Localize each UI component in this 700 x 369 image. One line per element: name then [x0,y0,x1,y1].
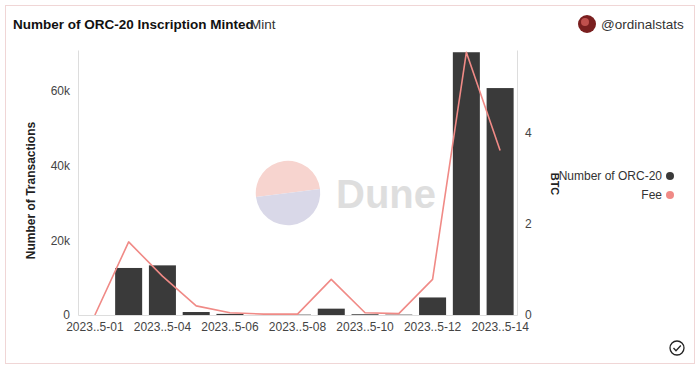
bar [419,297,446,315]
x-tick-label: 2023..5-04 [134,320,192,334]
title: Number of ORC-20 Inscription Minted [13,17,254,32]
bar [115,268,142,315]
chart: Number of ORC-20 Inscription MintedMint @… [0,0,700,369]
line [95,52,500,315]
y2-tick-label: 2 [525,217,532,231]
y-tick-label: 40k [51,159,71,173]
check-icon [670,341,684,355]
x-tick: 2023..5-14 [471,315,529,334]
bar [216,314,243,315]
plot-area [95,52,514,315]
bar [352,314,379,315]
y-tick: 60k [51,84,78,98]
y-axis: 020k40k60k [51,51,79,323]
bar [453,52,480,315]
bar [149,265,176,315]
legend: Number of ORC-20 Fee [559,169,674,202]
x-tick: 2023..5-08 [269,315,327,334]
bar [183,312,210,315]
legend-label: Number of ORC-20 [559,169,663,183]
x-tick: 2023..5-10 [336,315,394,334]
y-tick-label: 20k [51,234,71,248]
bar [318,309,345,315]
y2-tick: 4 [517,126,532,140]
watermark-bottom [256,189,320,225]
check-circle [670,341,684,355]
subtitle: Mint [250,17,276,32]
avatar [578,15,596,33]
legend-swatch [666,172,674,180]
legend-label: Fee [641,188,662,202]
avatar-inner [581,18,589,26]
source: @ordinalstats [601,17,684,32]
x-tick-label: 2023..5-12 [404,320,462,334]
y-axis-title: Number of Transactions [24,122,38,260]
x-tick: 2023..5-01 [66,315,124,334]
x-axis-line [79,315,518,316]
y-tick: 40k [51,159,78,173]
x-tick: 2023..5-12 [404,315,462,334]
x-tick-label: 2023..5-10 [336,320,394,334]
y-axis-line [78,51,79,316]
y2-axis-line [517,51,518,316]
x-axis: 2023..5-01 2023..5-04 2023..5-06 2023..5-08… [66,315,529,334]
x-tick-label: 2023..5-01 [66,320,124,334]
x-tick-label: 2023..5-14 [471,320,529,334]
check-mark [674,346,681,351]
y-tick: 20k [51,234,78,248]
y-tick-label: 60k [51,84,71,98]
y2-axis: 024 [517,51,532,323]
y2-tick: 2 [517,217,532,231]
y2-tick-label: 4 [525,126,532,140]
watermark-text: Dune [336,172,436,216]
legend-swatch [666,191,674,199]
watermark: Dune [256,161,436,225]
x-tick: 2023..5-04 [134,315,192,334]
x-tick-label: 2023..5-06 [201,320,259,334]
x-tick: 2023..5-06 [201,315,259,334]
x-tick-label: 2023..5-08 [269,320,327,334]
card-frame [6,6,695,364]
